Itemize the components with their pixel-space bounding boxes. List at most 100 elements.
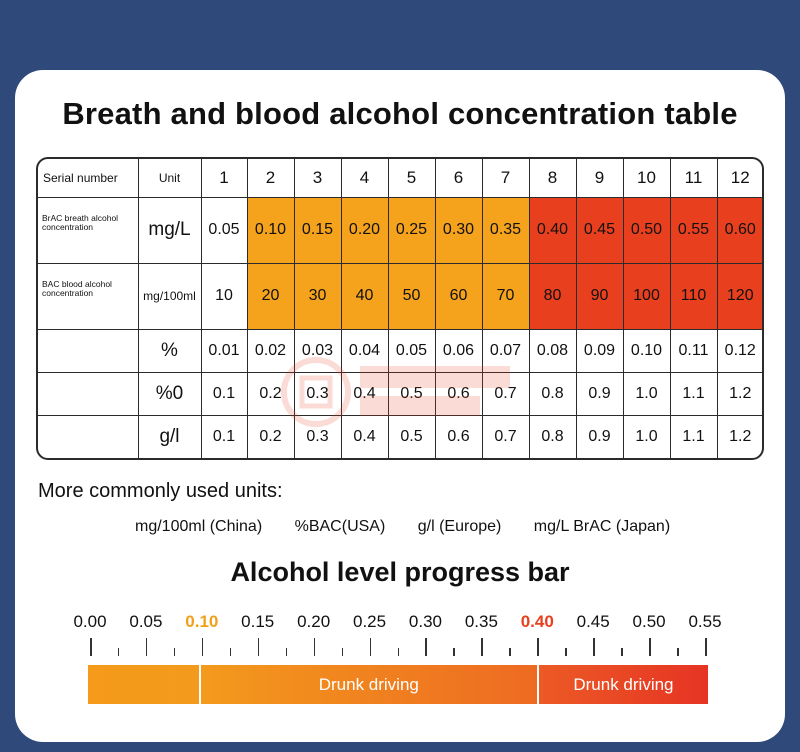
scale-tick-major <box>201 638 204 656</box>
table-row: BAC blood alcohol concentration mg/100ml 1… <box>38 262 762 330</box>
scale-label: 0.20 <box>297 612 331 631</box>
table-cell: 0.9 <box>575 415 624 458</box>
table-cell: 0.03 <box>293 328 342 373</box>
scale-label: 0.50 <box>632 612 666 631</box>
table-cell: 0.08 <box>528 328 577 373</box>
unit-usa: %BAC(USA) <box>294 518 386 535</box>
table-cell: 120 <box>716 262 762 330</box>
table-cell: 1.2 <box>716 371 762 417</box>
header-number: 2 <box>246 159 295 199</box>
table-cell: 0.1 <box>200 415 248 458</box>
header-number: 7 <box>481 159 530 199</box>
scale-tick-major <box>649 638 651 656</box>
row-unit: %0 <box>137 371 202 417</box>
table-cell: 90 <box>575 262 624 330</box>
units-list: mg/100ml (China) %BAC(USA) g/l (Europe) … <box>135 518 670 536</box>
table-cell: 0.10 <box>246 197 295 264</box>
scale-tick-minor <box>565 648 567 656</box>
table-cell: 0.2 <box>246 371 295 417</box>
table-cell: 20 <box>246 262 295 330</box>
scale-tick-minor <box>509 648 511 656</box>
table-cell: 0.04 <box>340 328 389 373</box>
table-cell: 0.7 <box>481 415 530 458</box>
row-label <box>38 415 139 458</box>
progress-segment: Drunk driving <box>538 665 708 704</box>
scale-label: 0.55 <box>688 612 722 631</box>
row-unit: mg/100ml <box>137 262 202 330</box>
table-cell: 0.5 <box>387 415 436 458</box>
table-row: g/l 0.1 0.2 0.3 0.4 0.5 0.6 0.7 0.8 0.9 1.0 1.1 1.2 <box>38 415 762 458</box>
table-cell: 0.35 <box>481 197 530 264</box>
progress-segment: Drunk driving <box>200 665 537 704</box>
header-number: 10 <box>622 159 671 199</box>
scale-tick-major <box>705 638 707 656</box>
scale-label: 0.35 <box>464 612 498 631</box>
table-cell: 0.07 <box>481 328 530 373</box>
scale-tick-minor <box>173 648 176 656</box>
table-cell: 100 <box>622 262 671 330</box>
table-cell: 0.15 <box>293 197 342 264</box>
scale-tick-major <box>537 638 539 656</box>
table-cell: 1.0 <box>622 415 671 458</box>
scale-tick-minor <box>621 648 623 656</box>
table-cell: 0.09 <box>575 328 624 373</box>
table-header-row: Serial number Unit 1 2 3 4 5 6 7 8 9 10 11 12 <box>38 159 762 199</box>
header-unit: Unit <box>137 159 202 199</box>
row-unit: g/l <box>137 415 202 458</box>
table-cell: 0.7 <box>481 371 530 417</box>
table-cell: 0.30 <box>434 197 483 264</box>
table-cell: 1.2 <box>716 415 762 458</box>
table-cell: 80 <box>528 262 577 330</box>
page-title: Breath and blood alcohol concentration t… <box>62 96 738 131</box>
scale-tick-minor <box>677 648 679 656</box>
table-cell: 0.25 <box>387 197 436 264</box>
table-cell: 110 <box>669 262 718 330</box>
table-cell: 10 <box>200 262 248 330</box>
table-cell: 0.6 <box>434 415 483 458</box>
scale-label: 0.15 <box>241 612 275 631</box>
row-label <box>38 328 139 373</box>
unit-china: mg/100ml (China) <box>135 518 263 535</box>
table-cell: 0.8 <box>528 371 577 417</box>
scale-tick-major <box>425 638 427 656</box>
table-cell: 0.9 <box>575 371 624 417</box>
table-cell: 1.0 <box>622 371 671 417</box>
table-cell: 0.5 <box>387 371 436 417</box>
progress-bar-title: Alcohol level progress bar <box>230 557 570 587</box>
table-cell: 0.4 <box>340 371 389 417</box>
unit-europe: g/l (Europe) <box>417 518 502 535</box>
scale-label: 0.05 <box>129 612 163 631</box>
table-cell: 0.40 <box>528 197 577 264</box>
header-number: 8 <box>528 159 577 199</box>
scale-tick-major <box>313 638 316 656</box>
table-cell: 60 <box>434 262 483 330</box>
row-label: BrAC breath alcohol concentration <box>38 197 139 264</box>
scale-tick-minor <box>285 648 288 656</box>
scale-label: 0.10 <box>185 612 219 631</box>
row-unit: mg/L <box>137 197 202 264</box>
table-cell: 0.11 <box>669 328 718 373</box>
scale-label: 0.45 <box>576 612 610 631</box>
table-cell: 0.05 <box>387 328 436 373</box>
header-number: 4 <box>340 159 389 199</box>
header-number: 5 <box>387 159 436 199</box>
table-cell: 0.10 <box>622 328 671 373</box>
scale-tick-major <box>369 638 372 656</box>
table-cell: 70 <box>481 262 530 330</box>
table-cell: 50 <box>387 262 436 330</box>
table-cell: 0.60 <box>716 197 762 264</box>
table-cell: 40 <box>340 262 389 330</box>
table-cell: 0.8 <box>528 415 577 458</box>
progress-segment <box>88 665 199 704</box>
table-cell: 0.1 <box>200 371 248 417</box>
scale-label: 0.40 <box>520 612 554 631</box>
table-cell: 0.45 <box>575 197 624 264</box>
header-number: 3 <box>293 159 342 199</box>
scale-tick-minor <box>341 648 344 656</box>
header-number: 11 <box>669 159 718 199</box>
row-label <box>38 371 139 417</box>
scale-label: 0.30 <box>408 612 442 631</box>
units-heading: More commonly used units: <box>38 480 283 502</box>
scale-tick-major <box>145 638 148 656</box>
table-row: % 0.01 0.02 0.03 0.04 0.05 0.06 0.07 0.08 0.09 0.1… <box>38 328 762 373</box>
